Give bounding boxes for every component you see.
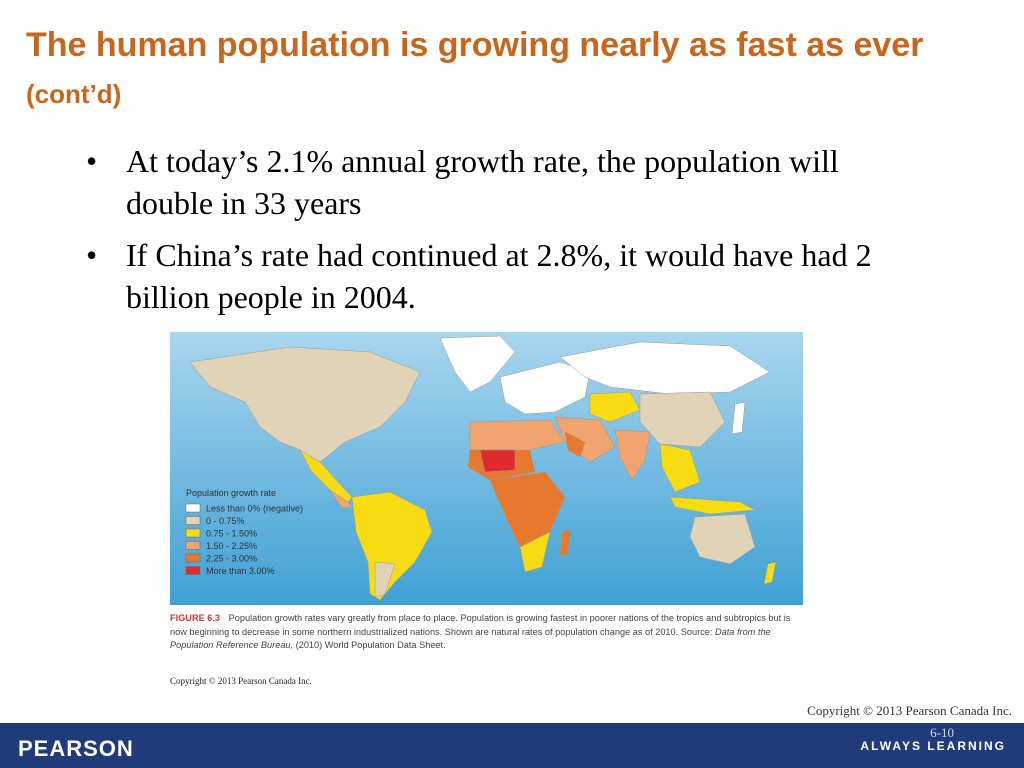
figure-caption: FIGURE 6.3 Population growth rates vary …: [170, 612, 806, 653]
caption-source-prefix: Source:: [680, 626, 713, 637]
bullet-list: • At today’s 2.1% annual growth rate, th…: [84, 140, 924, 328]
bullet-text: If China’s rate had continued at 2.8%, i…: [126, 237, 872, 315]
greenland: [439, 335, 516, 393]
madagascar: [559, 529, 571, 557]
new-zealand: [763, 561, 777, 585]
legend-swatch: [185, 516, 201, 525]
caption-source-rest: (2010) World Population Data Sheet.: [295, 640, 446, 650]
middle-east: [554, 416, 616, 463]
legend-label: 0 - 0.75%: [206, 516, 245, 526]
bullet-dot: •: [86, 143, 98, 179]
japan: [731, 401, 746, 435]
north-africa: [469, 419, 566, 453]
caption-source-italic: Data from the Population Reference Burea…: [170, 626, 771, 651]
legend-label: More than 3.00%: [206, 566, 275, 576]
arabia: [564, 431, 586, 458]
indonesia: [669, 496, 756, 515]
legend-label: Less than 0% (negative): [206, 504, 303, 514]
legend-swatch: [185, 566, 201, 575]
legend-label: 1.50 - 2.25%: [206, 541, 257, 551]
southeast-asia: [659, 443, 701, 493]
figure-label: FIGURE 6.3: [170, 613, 221, 623]
southern-africa: [519, 531, 551, 573]
west-africa-high: [479, 449, 516, 473]
central-america-south: [329, 489, 353, 509]
india: [614, 429, 651, 481]
legend-swatch: [185, 553, 201, 563]
bullet-text: At today’s 2.1% annual growth rate, the …: [126, 143, 839, 221]
footer-bar: PEARSON 6-10 ALWAYS LEARNING: [0, 723, 1024, 768]
slide-title: The human population is growing nearly a…: [26, 22, 926, 118]
legend-label: 2.25 - 3.00%: [206, 554, 257, 564]
north-america: [189, 346, 421, 463]
south-america-south: [374, 561, 396, 598]
page-number: 6-10: [930, 725, 954, 740]
australia: [689, 513, 756, 565]
world-population-growth-map: Population growth rate Less than 0% (neg…: [170, 332, 803, 605]
central-america: [299, 449, 353, 503]
bullet-item: • If China’s rate had continued at 2.8%,…: [84, 234, 924, 318]
bullet-dot: •: [86, 237, 98, 273]
legend-label: 0.75 - 1.50%: [206, 529, 257, 539]
caption-text: Population growth rates vary greatly fro…: [170, 613, 791, 637]
legend-swatch: [185, 528, 201, 538]
legend-swatch: [185, 541, 201, 550]
legend-title: Population growth rate: [186, 488, 276, 498]
china: [639, 391, 726, 448]
south-america: [351, 491, 433, 601]
slide-title-main: The human population is growing nearly a…: [26, 26, 924, 64]
image-copyright: Copyright © 2013 Pearson Canada Inc.: [170, 676, 312, 686]
bullet-item: • At today’s 2.1% annual growth rate, th…: [84, 140, 924, 224]
always-learning-tagline: ALWAYS LEARNING: [860, 739, 1006, 753]
legend-swatch: [185, 503, 201, 513]
pearson-logo: PEARSON: [18, 736, 134, 761]
legend: Less than 0% (negative) 0 - 0.75% 0.75 - 1…: [185, 503, 303, 576]
russia: [559, 341, 771, 395]
central-asia: [589, 391, 641, 423]
slide-copyright: Copyright © 2013 Pearson Canada Inc.: [807, 703, 1012, 718]
map-svg: Population growth rate Less than 0% (neg…: [170, 332, 803, 605]
slide-title-suffix: (cont’d): [26, 79, 122, 109]
europe: [499, 361, 591, 415]
